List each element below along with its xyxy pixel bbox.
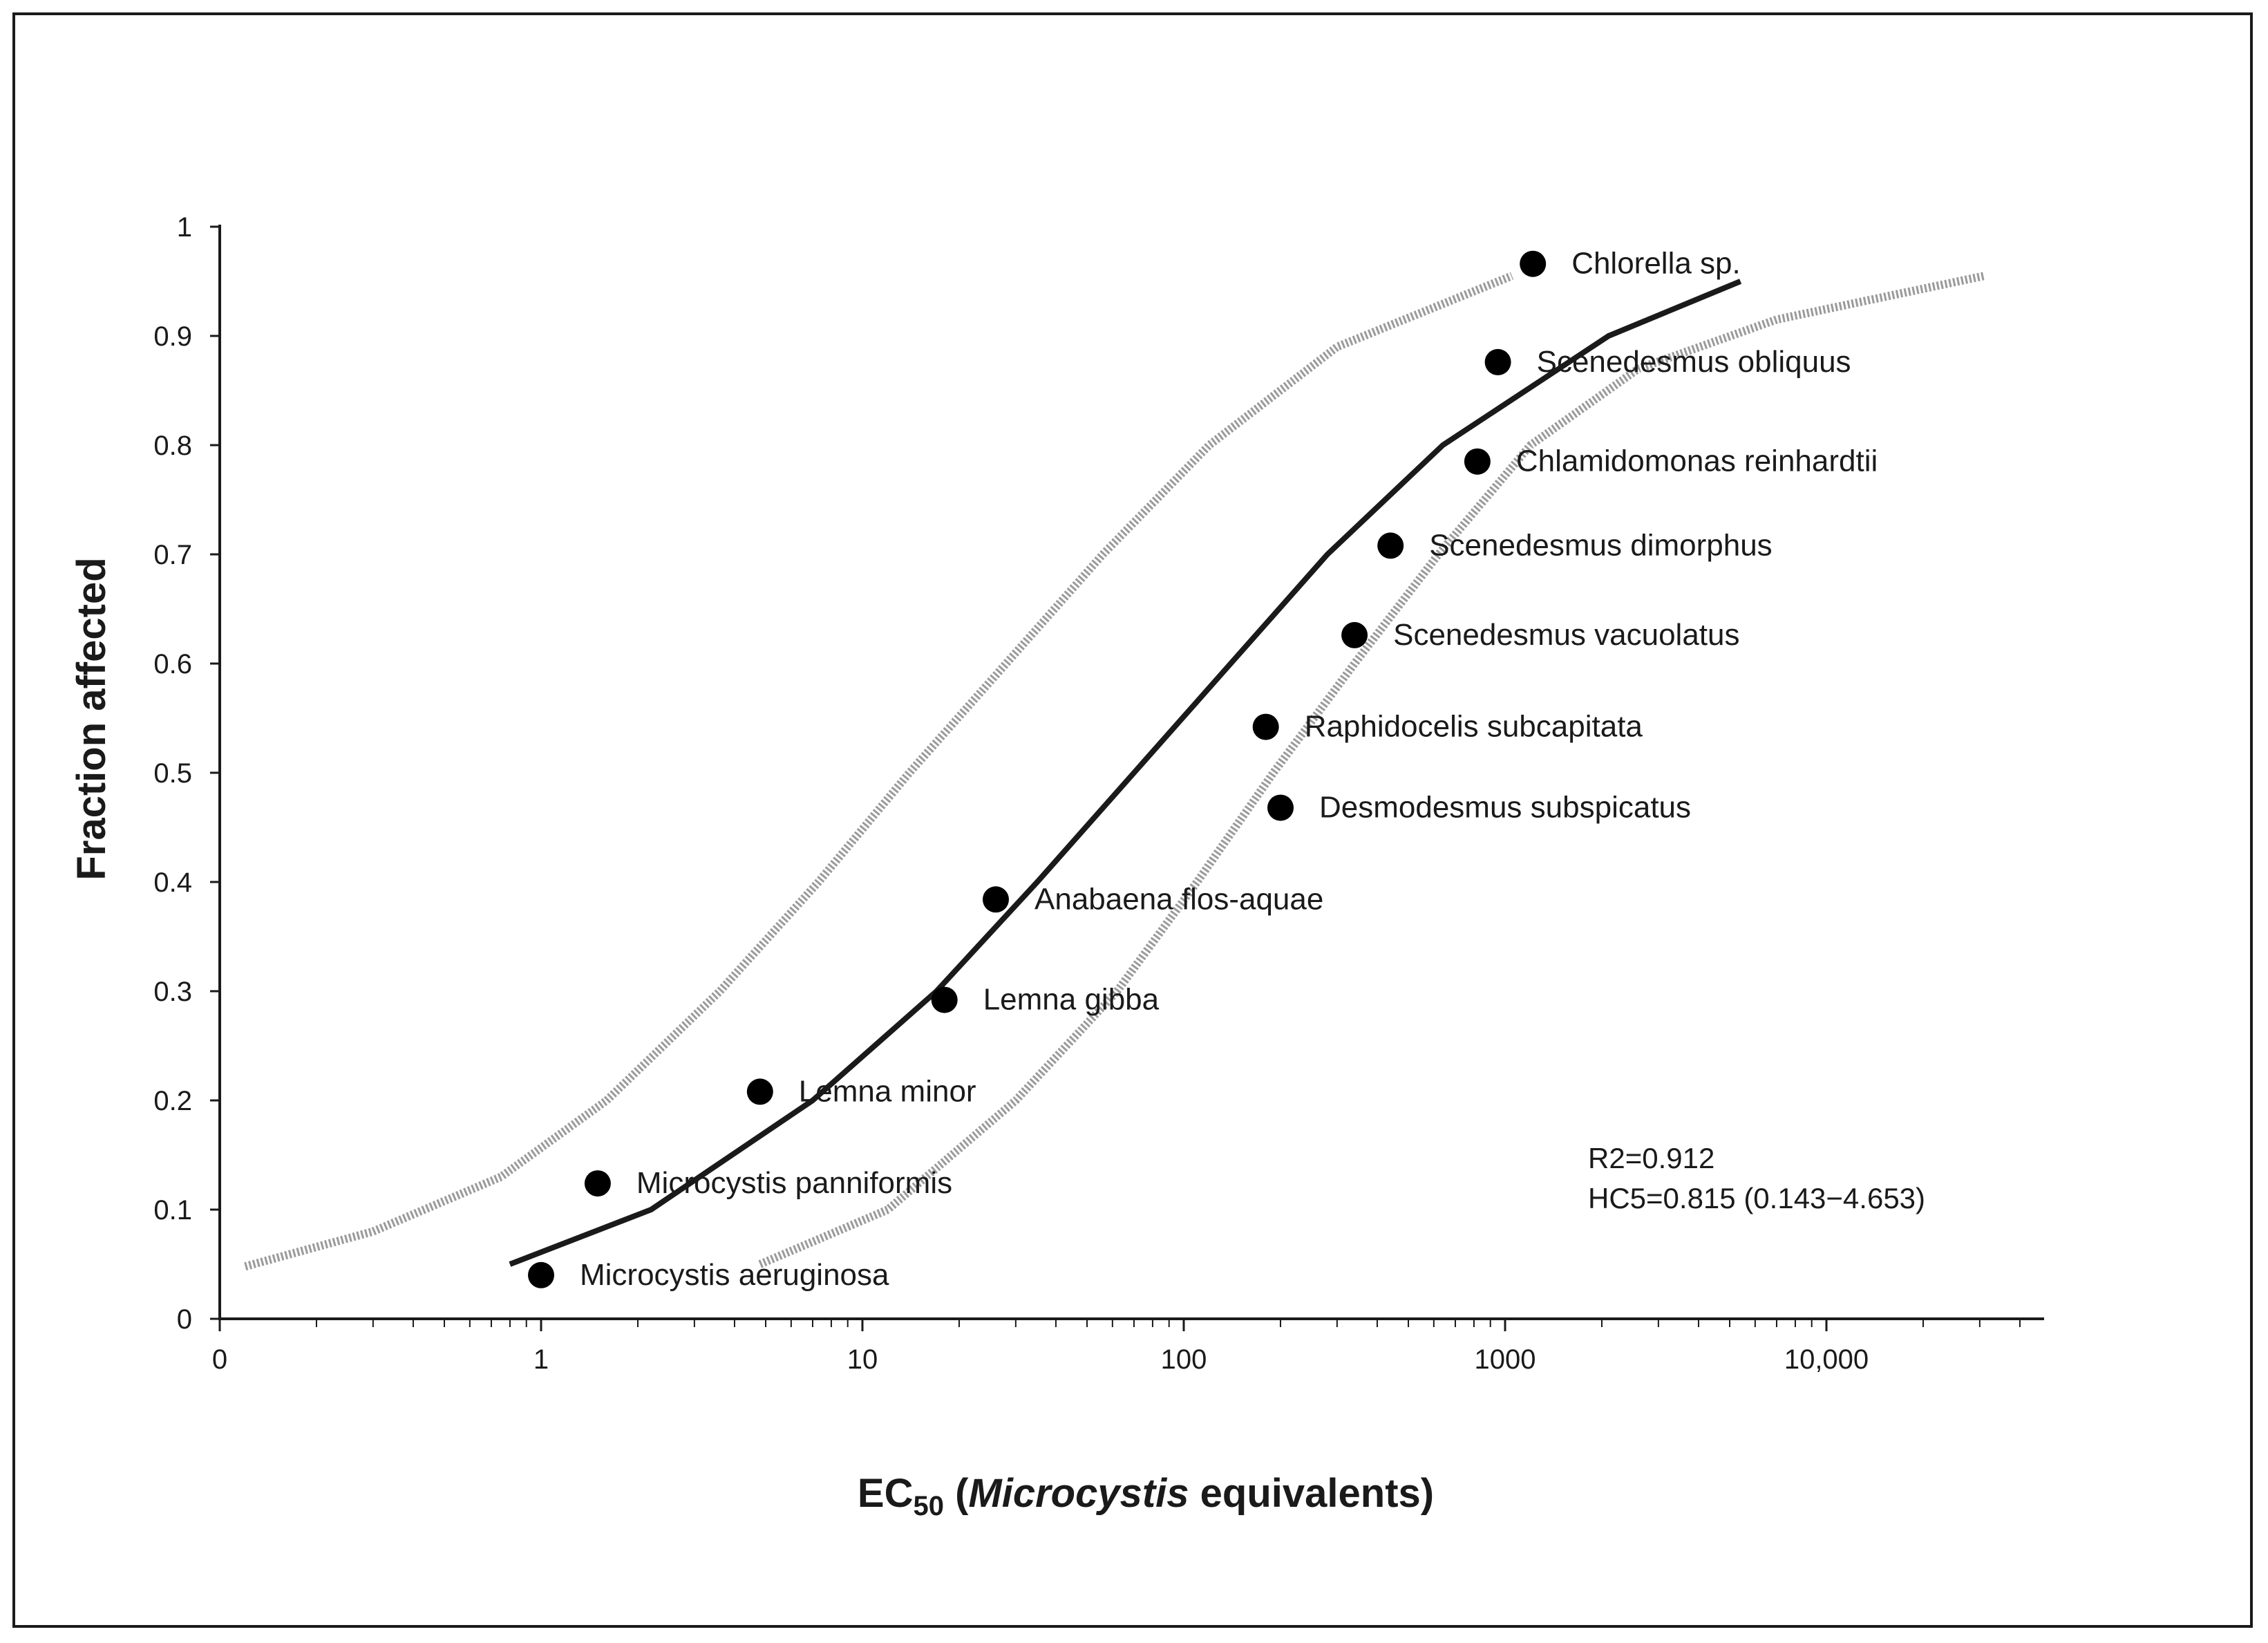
data-point [746, 1078, 773, 1105]
species-label: Lemna minor [799, 1074, 976, 1108]
data-point [584, 1170, 611, 1197]
fitted-ssd-curve [509, 279, 1742, 1267]
data-points [528, 250, 1547, 1288]
species-label: Anabaena flos-aquae [1034, 882, 1323, 916]
x-tick-label: 10,000 [1784, 1344, 1869, 1375]
hc5-annotation: HC5=0.815 (0.143−4.653) [1588, 1182, 1925, 1214]
species-label: Scenedesmus vacuolatus [1393, 618, 1739, 652]
species-label: Chlorella sp. [1571, 247, 1741, 281]
point-labels: Microcystis aeruginosa Microcystis pannif… [580, 247, 1878, 1292]
data-point [1267, 794, 1294, 821]
y-tick-label: 0.6 [153, 649, 192, 679]
confidence-bound-curve [758, 272, 1985, 1268]
data-point [983, 886, 1009, 913]
x-axis-title: EC50 (Microcystis equivalents) [858, 1471, 1434, 1521]
y-tick-label: 0.7 [153, 540, 192, 570]
y-tick-label: 0.2 [153, 1086, 192, 1116]
species-label: Chlamidomonas reinhardtii [1516, 444, 1878, 478]
x-tick-label: 0 [212, 1344, 227, 1375]
y-tick-label: 0.3 [153, 977, 192, 1007]
x-title-prefix: EC [858, 1471, 914, 1516]
data-point [1252, 713, 1279, 740]
y-axis-title: Fraction affected [69, 557, 114, 880]
x-title-italic: Microcystis [968, 1471, 1189, 1516]
y-tick-label: 0 [177, 1304, 192, 1335]
species-label: Microcystis panniformis [636, 1166, 952, 1200]
species-label: Lemna gibba [983, 983, 1160, 1017]
y-tick-label: 0.9 [153, 321, 192, 352]
x-title-rest: equivalents) [1189, 1471, 1435, 1516]
r2-annotation: R2=0.912 [1588, 1142, 1714, 1174]
species-label: Microcystis aeruginosa [580, 1258, 889, 1292]
data-point [1377, 532, 1404, 559]
x-title-open: ( [944, 1471, 969, 1516]
y-tick-label: 0.5 [153, 758, 192, 789]
y-tick-label: 0.8 [153, 431, 192, 461]
y-tick-label: 1 [177, 212, 192, 243]
x-tick-label: 10 [847, 1344, 878, 1375]
ticks: 00.10.20.30.40.50.60.70.80.910 1 10 100 1000… [153, 212, 2021, 1375]
x-tick-label: 1 [533, 1344, 549, 1375]
x-title-subscript: 50 [913, 1491, 944, 1521]
species-label: Desmodesmus subspicatus [1319, 791, 1691, 825]
y-tick-label: 0.4 [153, 867, 192, 898]
species-label: Scenedesmus obliquus [1537, 345, 1851, 379]
figure-border [12, 12, 2253, 1628]
data-point [528, 1261, 554, 1288]
curves [244, 272, 1985, 1270]
y-tick-label: 0.1 [153, 1195, 192, 1226]
data-point [1484, 348, 1511, 375]
data-point [1341, 621, 1368, 648]
species-label: Raphidocelis subcapitata [1305, 710, 1643, 744]
data-point [1520, 250, 1547, 277]
x-tick-label: 100 [1161, 1344, 1207, 1375]
species-label: Scenedesmus dimorphus [1429, 528, 1772, 562]
confidence-bound-curve [244, 272, 1514, 1270]
data-point [931, 986, 958, 1013]
data-point [1464, 448, 1491, 475]
x-tick-label: 1000 [1475, 1344, 1536, 1375]
